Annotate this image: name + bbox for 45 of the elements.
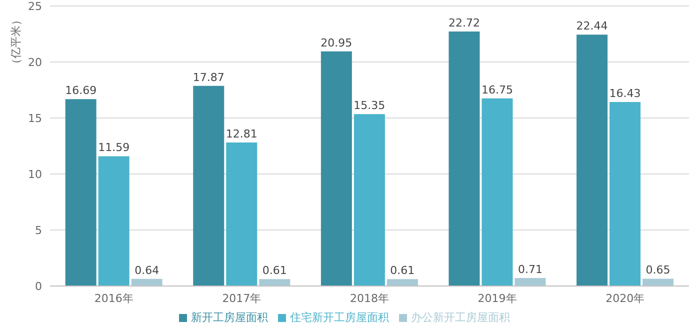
bar <box>98 156 130 286</box>
x-tick-label: 2020年 <box>606 292 645 305</box>
legend-label: 住宅新开工房屋面积 <box>290 311 389 324</box>
bar <box>642 278 674 286</box>
data-label: 16.75 <box>481 83 513 96</box>
y-tick-label: 25 <box>28 0 42 13</box>
bar <box>65 99 96 286</box>
bar <box>131 278 162 286</box>
data-label: 0.64 <box>134 264 160 277</box>
y-tick-label: 20 <box>28 56 42 69</box>
bar <box>514 278 546 286</box>
data-label: 17.87 <box>192 70 224 84</box>
data-label: 0.61 <box>262 264 287 278</box>
legend-label: 办公新开工房屋面积 <box>411 311 510 324</box>
y-tick-label: 0 <box>35 280 42 293</box>
x-tick-label: 2017年 <box>222 292 262 305</box>
bar <box>354 114 385 286</box>
bar <box>482 98 513 286</box>
bar <box>320 51 352 286</box>
bar <box>226 142 258 286</box>
x-tick-label: 2018年 <box>350 292 389 305</box>
x-tick-label: 2019年 <box>478 292 517 305</box>
bar <box>259 279 290 286</box>
data-label: 20.95 <box>320 36 352 50</box>
bar <box>193 86 224 286</box>
data-label: 16.43 <box>609 86 641 100</box>
y-tick-label: 10 <box>28 168 42 181</box>
data-label: 0.71 <box>518 263 542 276</box>
data-label: 22.44 <box>576 20 608 33</box>
y-axis-title: （亿平米） <box>10 14 22 70</box>
data-label: 12.81 <box>226 128 258 141</box>
data-label: 0.61 <box>390 264 415 278</box>
data-label: 11.59 <box>98 141 130 154</box>
bar <box>448 32 480 286</box>
legend-label: 新开工房屋面积 <box>191 311 268 324</box>
data-label: 16.69 <box>65 84 97 98</box>
bar <box>576 34 608 286</box>
bar <box>610 102 641 286</box>
x-tick-label: 2016年 <box>94 292 134 305</box>
y-tick-label: 15 <box>28 112 42 125</box>
data-label: 22.72 <box>448 16 480 30</box>
data-label: 0.65 <box>646 264 670 277</box>
y-tick-label: 5 <box>35 224 42 237</box>
bar <box>386 279 418 286</box>
data-label: 15.35 <box>354 99 386 112</box>
